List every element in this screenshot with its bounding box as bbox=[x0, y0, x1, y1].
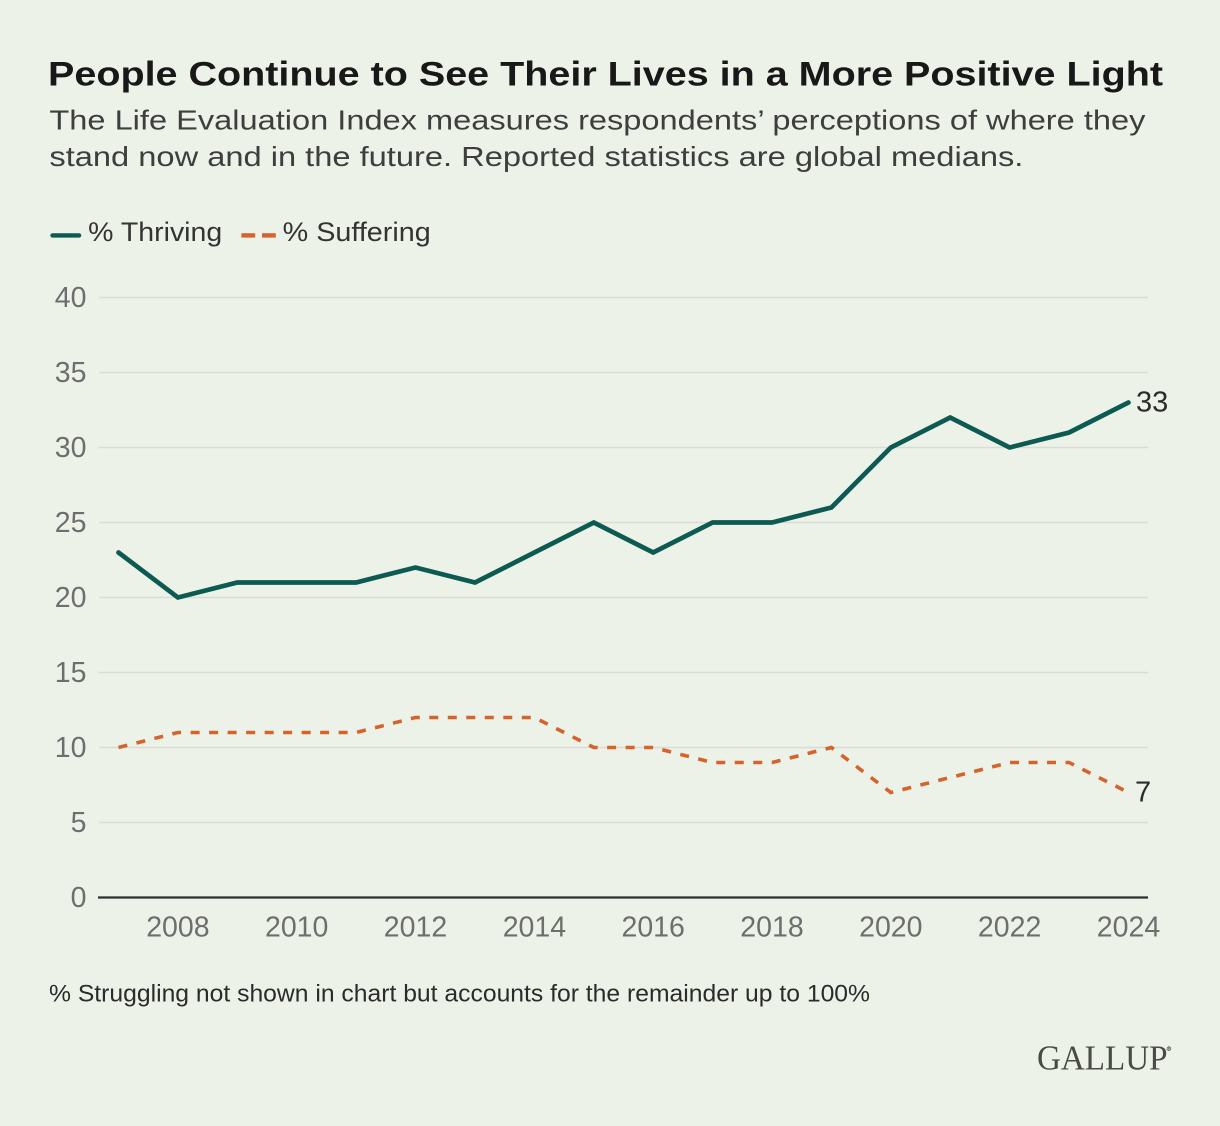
svg-text:33: 33 bbox=[1136, 387, 1168, 419]
svg-text:2020: 2020 bbox=[859, 912, 922, 944]
svg-text:stand now and in the future. R: stand now and in the future. Reported st… bbox=[49, 141, 1023, 172]
svg-text:5: 5 bbox=[71, 807, 87, 839]
svg-text:% Thriving: % Thriving bbox=[88, 217, 222, 247]
svg-text:2024: 2024 bbox=[1097, 912, 1161, 944]
svg-text:GALLUP: GALLUP bbox=[1037, 1039, 1168, 1077]
svg-text:2008: 2008 bbox=[146, 912, 209, 944]
svg-text:2014: 2014 bbox=[503, 912, 567, 944]
svg-text:40: 40 bbox=[55, 282, 87, 314]
svg-text:30: 30 bbox=[55, 432, 87, 464]
svg-text:25: 25 bbox=[55, 507, 87, 539]
svg-text:The Life Evaluation Index meas: The Life Evaluation Index measures respo… bbox=[49, 105, 1145, 136]
svg-text:7: 7 bbox=[1135, 776, 1151, 808]
svg-text:2010: 2010 bbox=[265, 912, 328, 944]
svg-text:0: 0 bbox=[71, 882, 87, 914]
svg-text:10: 10 bbox=[55, 732, 87, 764]
svg-text:% Suffering: % Suffering bbox=[283, 217, 431, 247]
svg-text:% Struggling not shown in char: % Struggling not shown in chart but acco… bbox=[49, 980, 870, 1007]
svg-text:20: 20 bbox=[55, 582, 87, 614]
svg-text:People Continue to See Their L: People Continue to See Their Lives in a … bbox=[48, 56, 1164, 94]
svg-text:2022: 2022 bbox=[978, 912, 1041, 944]
svg-text:2012: 2012 bbox=[384, 912, 447, 944]
svg-text:2016: 2016 bbox=[621, 912, 684, 944]
svg-text:35: 35 bbox=[55, 357, 87, 389]
svg-text:2018: 2018 bbox=[740, 912, 803, 944]
svg-text:15: 15 bbox=[55, 657, 87, 689]
